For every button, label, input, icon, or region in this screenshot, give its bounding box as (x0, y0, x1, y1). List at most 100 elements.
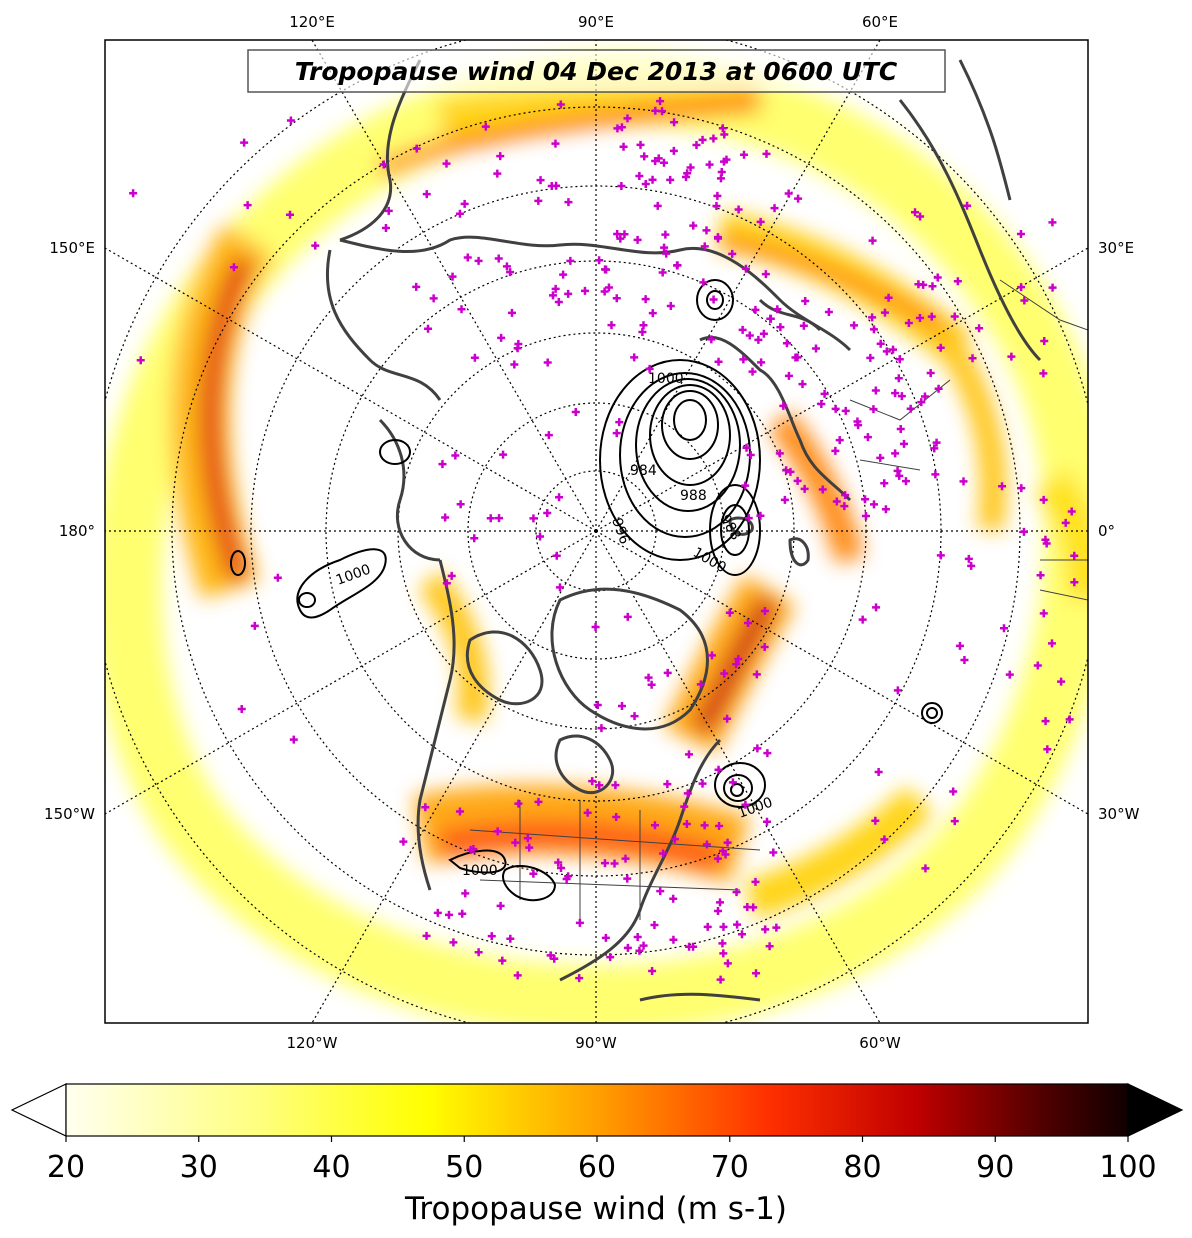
station-marker (760, 606, 769, 615)
station-marker (926, 369, 935, 378)
station-marker (723, 959, 732, 968)
station-marker (513, 971, 522, 980)
station-marker (975, 324, 984, 333)
station-marker (705, 160, 714, 169)
station-marker (880, 835, 889, 844)
station-marker (712, 201, 721, 210)
station-marker (644, 673, 653, 682)
station-marker (412, 144, 421, 153)
station-marker (719, 922, 728, 931)
station-marker (871, 386, 880, 395)
station-marker (793, 476, 802, 485)
station-marker (650, 821, 659, 830)
station-marker (659, 849, 668, 858)
station-marker (616, 234, 625, 243)
station-marker (714, 357, 723, 366)
station-marker (933, 273, 942, 282)
station-marker (835, 436, 844, 445)
station-marker (897, 392, 906, 401)
station-marker (666, 302, 675, 311)
station-marker (720, 669, 729, 678)
station-marker (250, 621, 259, 630)
colorbar-max-extend (1127, 1083, 1184, 1137)
station-marker (920, 392, 929, 401)
lon-label-right: 30°E (1098, 239, 1134, 257)
station-marker (782, 466, 791, 475)
station-marker (868, 313, 877, 322)
station-marker (641, 179, 650, 188)
station-marker (613, 230, 622, 239)
station-marker (1047, 639, 1056, 648)
station-markers (129, 97, 1079, 984)
lon-label-left: 150°W (44, 805, 95, 823)
station-marker (650, 920, 659, 929)
station-marker (841, 491, 850, 500)
station-marker (722, 155, 731, 164)
station-marker (495, 514, 504, 523)
station-marker (900, 439, 909, 448)
station-marker (460, 199, 469, 208)
station-marker (438, 460, 447, 469)
station-marker (461, 889, 470, 898)
station-marker (493, 169, 502, 178)
station-marker (891, 389, 900, 398)
station-marker (950, 312, 959, 321)
station-marker (739, 355, 748, 364)
station-marker (451, 451, 460, 460)
station-marker (379, 160, 388, 169)
colorbar-tick-label: 90 (976, 1150, 1014, 1185)
station-marker (474, 948, 483, 957)
station-marker (765, 942, 774, 951)
station-marker (656, 97, 665, 106)
station-marker (595, 781, 604, 790)
station-marker (1039, 609, 1048, 618)
station-marker (931, 470, 940, 479)
station-marker (442, 579, 451, 588)
station-marker (656, 887, 665, 896)
station-marker (470, 534, 479, 543)
colorbar-tick-label: 70 (711, 1150, 749, 1185)
station-marker (696, 680, 705, 689)
station-marker (554, 858, 563, 867)
station-marker (136, 356, 145, 365)
station-marker (866, 353, 875, 362)
station-marker (752, 969, 761, 978)
station-marker (904, 319, 913, 328)
colorbar-label: Tropopause wind (m s-1) (404, 1191, 787, 1227)
station-marker (742, 443, 751, 452)
station-marker (702, 840, 711, 849)
station-marker (623, 612, 632, 621)
station-marker (514, 799, 523, 808)
station-marker (536, 176, 545, 185)
station-marker (766, 314, 775, 323)
station-marker (640, 152, 649, 161)
station-marker (820, 389, 829, 398)
station-marker (547, 182, 556, 191)
station-marker (734, 205, 743, 214)
station-marker (998, 482, 1007, 491)
station-marker (775, 449, 784, 458)
station-marker (772, 923, 781, 932)
station-marker (648, 309, 657, 318)
station-marker (661, 230, 670, 239)
station-marker (1033, 661, 1042, 670)
station-marker (893, 686, 902, 695)
station-marker (653, 201, 662, 210)
station-marker (666, 175, 675, 184)
station-marker (869, 500, 878, 509)
country-borders (469, 279, 1088, 920)
station-marker (633, 235, 642, 244)
station-marker (761, 925, 770, 934)
station-marker (779, 401, 788, 410)
station-marker (882, 347, 891, 356)
station-marker (950, 817, 959, 826)
station-marker (455, 209, 464, 218)
station-marker (433, 908, 442, 917)
station-marker (901, 477, 910, 486)
pressure-contours (230, 279, 943, 902)
station-marker (442, 159, 451, 168)
station-marker (720, 130, 729, 139)
station-marker (429, 294, 438, 303)
station-marker (229, 263, 238, 272)
station-marker (741, 264, 750, 273)
